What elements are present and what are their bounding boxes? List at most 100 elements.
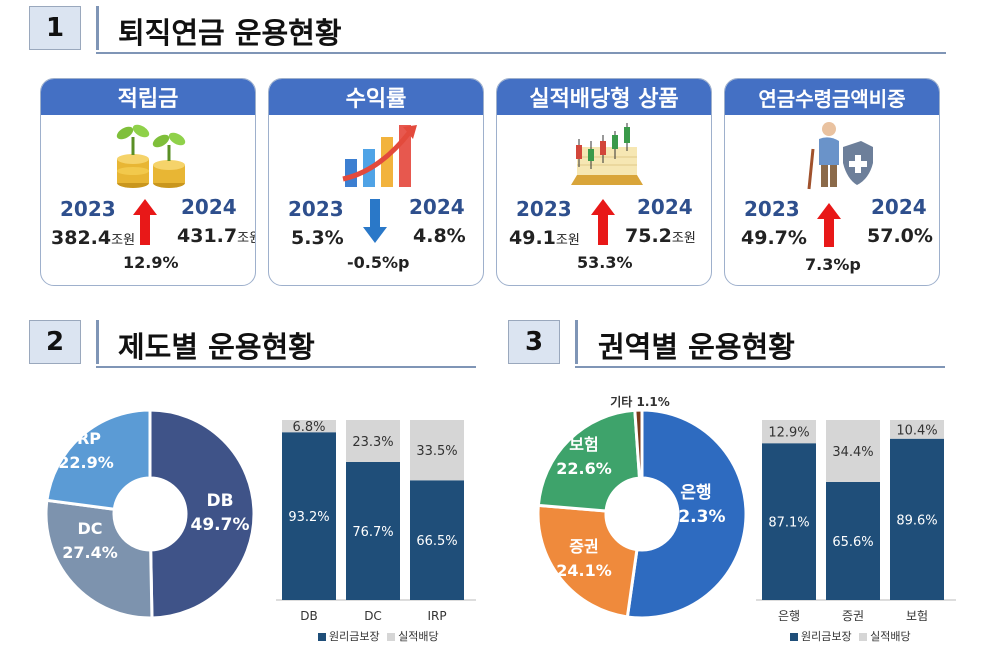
value-left-number: 49.7% [741, 227, 807, 249]
bar-value-label: 6.8% [292, 420, 325, 435]
category-tick-label: 은행 [778, 608, 800, 623]
bar-performance [826, 420, 880, 482]
bar-principal [826, 481, 880, 600]
section-divider [575, 320, 578, 364]
section-divider [96, 6, 99, 50]
section-title: 권역별 운용현황 [598, 330, 795, 364]
legend-label: 원리금보장 [801, 630, 852, 643]
value-left-number: 5.3% [291, 227, 344, 249]
legend-label: 실적배당 [870, 630, 911, 643]
slice-value-label: 24.1% [556, 561, 612, 580]
change-value: 7.3%p [805, 255, 861, 274]
donut-slice-1 [44, 498, 154, 620]
card-title: 수익률 [269, 79, 483, 115]
value-right: 57.0% [867, 225, 933, 247]
category-tick-label: 증권 [842, 609, 864, 623]
bar-value-label: 33.5% [416, 444, 457, 459]
bar-performance [762, 420, 816, 444]
value-right-unit: 조원 [237, 231, 255, 246]
donut-chart-plan-type: DB 49.7% DC 27.4% IRP 22.9% [44, 408, 256, 620]
bar-value-label: 87.1% [768, 516, 809, 531]
slice-category-label: DB [206, 491, 233, 511]
stacked-bar-chart-sector: 87.1% 12.9% 은행 65.6% 34.4% 증권 89.6% 10.4% 보험 [756, 420, 956, 623]
bar-principal [282, 432, 336, 600]
donut-slice-0 [625, 408, 748, 620]
category-tick-label: 보험 [906, 609, 928, 623]
value-right-number: 75.2 [625, 225, 672, 247]
growth-bars-icon [342, 125, 417, 187]
slice-value-label: 22.9% [58, 453, 114, 472]
candlestick-icon [571, 123, 643, 185]
elder-shield-icon [807, 122, 873, 190]
bar-principal [762, 443, 816, 600]
value-right-number: 57.0% [867, 225, 933, 247]
arrow-down-icon [363, 199, 387, 243]
year-right: 2024 [871, 195, 927, 219]
bar-value-label: 12.9% [768, 426, 809, 441]
section-divider [96, 320, 99, 364]
card-title: 연금수령금액비중 [725, 79, 939, 115]
slice-category-label: DC [77, 519, 102, 538]
bar-performance [890, 420, 944, 439]
bar-value-label: 66.5% [416, 534, 457, 549]
bar-principal [410, 480, 464, 600]
donut-slice-2 [536, 408, 642, 513]
arrow-up-icon [133, 199, 157, 245]
bar-value-label: 10.4% [896, 423, 937, 438]
slice-category-label: 은행 [680, 483, 711, 503]
slice-category-label: 기타 1.1% [610, 394, 670, 409]
year-right: 2024 [409, 195, 465, 219]
change-value: 12.9% [123, 253, 179, 272]
bar-value-label: 23.3% [352, 435, 393, 450]
slice-category-label: 증권 [569, 537, 598, 556]
value-right-unit: 조원 [671, 231, 696, 246]
slice-value-label: 27.4% [62, 543, 118, 562]
donut-slice-2 [45, 408, 152, 511]
card-title: 적립금 [41, 79, 255, 115]
year-left: 2023 [288, 197, 344, 221]
section-title: 제도별 운용현황 [118, 330, 315, 364]
category-tick-label: DB [300, 609, 317, 623]
year-right: 2024 [181, 195, 237, 219]
bar-principal [346, 461, 400, 600]
section-underline [96, 366, 476, 368]
value-right: 431.7조원 [177, 225, 255, 247]
value-left-number: 382.4 [51, 227, 112, 249]
slice-category-label: IRP [71, 429, 101, 448]
section-number: 3 [508, 320, 560, 364]
value-left: 5.3% [291, 227, 344, 249]
legend-swatch-principal [318, 633, 326, 641]
bar-value-label: 76.7% [352, 525, 393, 540]
section-number: 1 [29, 6, 81, 50]
bar-performance [346, 420, 400, 462]
section-underline [575, 366, 945, 368]
value-right: 4.8% [413, 225, 466, 247]
category-tick-label: IRP [427, 609, 446, 623]
year-left: 2023 [744, 197, 800, 221]
section-title: 퇴직연금 운용현황 [118, 16, 342, 50]
category-tick-label: DC [364, 609, 382, 623]
legend-label: 실적배당 [398, 630, 439, 643]
value-left-unit: 조원 [111, 233, 136, 248]
change-value: -0.5%p [347, 253, 410, 272]
slice-value-label: 52.3% [667, 507, 726, 527]
section-underline [96, 52, 946, 54]
card-performance-products: 실적배당형 상품 2023 2024 49.1조원 75.2조원 53.3% [496, 78, 712, 286]
value-left-number: 49.1 [509, 227, 556, 249]
donut-chart-sector: 은행 52.3% 증권 24.1% 보험 22.6% 기타 1.1% [536, 394, 748, 620]
value-right: 75.2조원 [625, 225, 696, 247]
legend-swatch-performance [387, 633, 396, 641]
stacked-bar-chart-plan-type: 93.2% 6.8% DB 76.7% 23.3% DC 66.5% 33.5% IRP [276, 420, 476, 623]
slice-value-label: 22.6% [556, 459, 612, 478]
card-reserve: 적립금 2023 2024 382.4조원 431.7조원 12.9% [40, 78, 256, 286]
bar-value-label: 65.6% [832, 535, 873, 550]
value-left-unit: 조원 [555, 233, 580, 248]
value-left: 382.4조원 [51, 227, 135, 249]
legend-swatch-principal [790, 633, 798, 641]
change-value: 53.3% [577, 253, 633, 272]
value-left: 49.7% [741, 227, 807, 249]
value-right-number: 4.8% [413, 225, 466, 247]
arrow-up-icon [591, 199, 615, 245]
donut-slice-1 [536, 503, 639, 619]
year-right: 2024 [637, 195, 693, 219]
